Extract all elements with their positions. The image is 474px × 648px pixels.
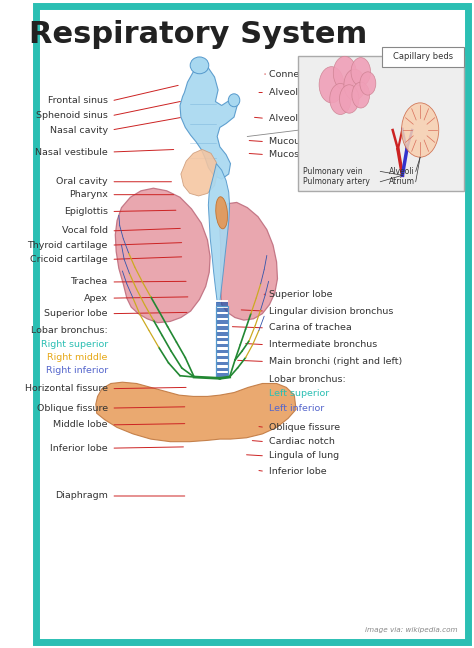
Polygon shape <box>115 188 210 323</box>
Text: Apex: Apex <box>84 294 108 303</box>
Text: Connective tissue: Connective tissue <box>269 70 353 79</box>
Text: Oral cavity: Oral cavity <box>56 178 108 186</box>
Text: Diaphragm: Diaphragm <box>55 491 108 500</box>
Text: Vocal fold: Vocal fold <box>62 226 108 235</box>
Bar <box>216 306 228 377</box>
FancyBboxPatch shape <box>216 326 228 330</box>
Text: Alveoli: Alveoli <box>389 167 415 176</box>
Text: Trachea: Trachea <box>71 277 108 286</box>
FancyBboxPatch shape <box>216 360 228 362</box>
Text: Right inferior: Right inferior <box>46 366 108 375</box>
FancyBboxPatch shape <box>216 303 228 306</box>
Text: Pulmonary vein: Pulmonary vein <box>303 167 363 176</box>
Ellipse shape <box>190 57 209 74</box>
FancyBboxPatch shape <box>216 344 228 347</box>
Polygon shape <box>181 150 217 196</box>
FancyBboxPatch shape <box>216 330 228 332</box>
Text: Epiglottis: Epiglottis <box>64 207 108 216</box>
FancyBboxPatch shape <box>216 312 228 314</box>
Text: Respiratory System: Respiratory System <box>29 20 368 49</box>
Text: Inferior lobe: Inferior lobe <box>50 444 108 453</box>
Polygon shape <box>209 164 229 302</box>
FancyBboxPatch shape <box>216 301 228 303</box>
FancyBboxPatch shape <box>216 367 228 371</box>
FancyBboxPatch shape <box>216 371 228 373</box>
FancyBboxPatch shape <box>216 308 228 312</box>
Text: Cricoid cartilage: Cricoid cartilage <box>30 255 108 264</box>
Circle shape <box>351 58 371 86</box>
Text: Cardiac notch: Cardiac notch <box>269 437 335 446</box>
Text: Middle lobe: Middle lobe <box>53 421 108 430</box>
FancyBboxPatch shape <box>216 373 228 377</box>
Text: Pulmonary artery: Pulmonary artery <box>303 178 370 186</box>
FancyBboxPatch shape <box>216 356 228 359</box>
Text: Lingular division bronchus: Lingular division bronchus <box>269 307 393 316</box>
Text: Left inferior: Left inferior <box>269 404 324 413</box>
Circle shape <box>352 82 370 108</box>
Text: Lobar bronchus:: Lobar bronchus: <box>269 375 346 384</box>
FancyBboxPatch shape <box>216 365 228 367</box>
Text: Mucous gland: Mucous gland <box>269 137 334 146</box>
FancyBboxPatch shape <box>216 307 228 308</box>
Text: Intermediate bronchus: Intermediate bronchus <box>269 340 377 349</box>
Circle shape <box>401 103 439 157</box>
Circle shape <box>360 72 376 95</box>
Text: Pharynx: Pharynx <box>69 190 108 199</box>
Text: Mucosal lining: Mucosal lining <box>269 150 336 159</box>
Circle shape <box>319 67 344 103</box>
FancyBboxPatch shape <box>216 314 228 318</box>
FancyBboxPatch shape <box>216 342 228 344</box>
Text: Main bronchi (right and left): Main bronchi (right and left) <box>269 357 402 366</box>
FancyBboxPatch shape <box>216 354 228 356</box>
FancyBboxPatch shape <box>216 318 228 320</box>
FancyBboxPatch shape <box>216 336 228 338</box>
FancyBboxPatch shape <box>216 320 228 324</box>
Text: image via: wikipedia.com: image via: wikipedia.com <box>365 627 458 633</box>
Text: Carina of trachea: Carina of trachea <box>269 323 351 332</box>
Polygon shape <box>180 65 237 179</box>
Circle shape <box>330 84 351 115</box>
Text: Nasal vestibule: Nasal vestibule <box>35 148 108 157</box>
Text: Lingula of lung: Lingula of lung <box>269 452 339 461</box>
Circle shape <box>333 56 356 90</box>
Ellipse shape <box>228 94 240 107</box>
Text: Right superior: Right superior <box>40 340 108 349</box>
FancyBboxPatch shape <box>383 47 464 67</box>
Polygon shape <box>220 202 277 320</box>
Text: Oblique fissure: Oblique fissure <box>36 404 108 413</box>
FancyBboxPatch shape <box>216 362 228 365</box>
Text: Alveolar duct: Alveolar duct <box>269 114 331 123</box>
Text: Alveolar sacs: Alveolar sacs <box>269 88 332 97</box>
Ellipse shape <box>216 197 228 229</box>
Text: Superior lobe: Superior lobe <box>269 290 332 299</box>
FancyBboxPatch shape <box>216 338 228 341</box>
Polygon shape <box>96 382 296 442</box>
Text: Oblique fissure: Oblique fissure <box>269 423 340 432</box>
Text: Lobar bronchus:: Lobar bronchus: <box>31 326 108 335</box>
FancyBboxPatch shape <box>216 350 228 353</box>
Text: Atrium: Atrium <box>389 178 415 186</box>
Text: Horizontal fissure: Horizontal fissure <box>25 384 108 393</box>
FancyBboxPatch shape <box>216 332 228 336</box>
Text: Sphenoid sinus: Sphenoid sinus <box>36 111 108 121</box>
Circle shape <box>339 85 359 113</box>
Circle shape <box>344 69 365 100</box>
FancyBboxPatch shape <box>298 56 465 191</box>
FancyBboxPatch shape <box>216 348 228 350</box>
Text: Inferior lobe: Inferior lobe <box>269 467 326 476</box>
Text: Right middle: Right middle <box>47 353 108 362</box>
Text: Capillary beds: Capillary beds <box>393 52 453 62</box>
Text: Nasal cavity: Nasal cavity <box>50 126 108 135</box>
FancyBboxPatch shape <box>216 324 228 326</box>
Text: Thyroid cartilage: Thyroid cartilage <box>27 240 108 249</box>
Text: Frontal sinus: Frontal sinus <box>48 97 108 106</box>
Text: Left superior: Left superior <box>269 389 329 399</box>
Text: Superior lobe: Superior lobe <box>44 309 108 318</box>
